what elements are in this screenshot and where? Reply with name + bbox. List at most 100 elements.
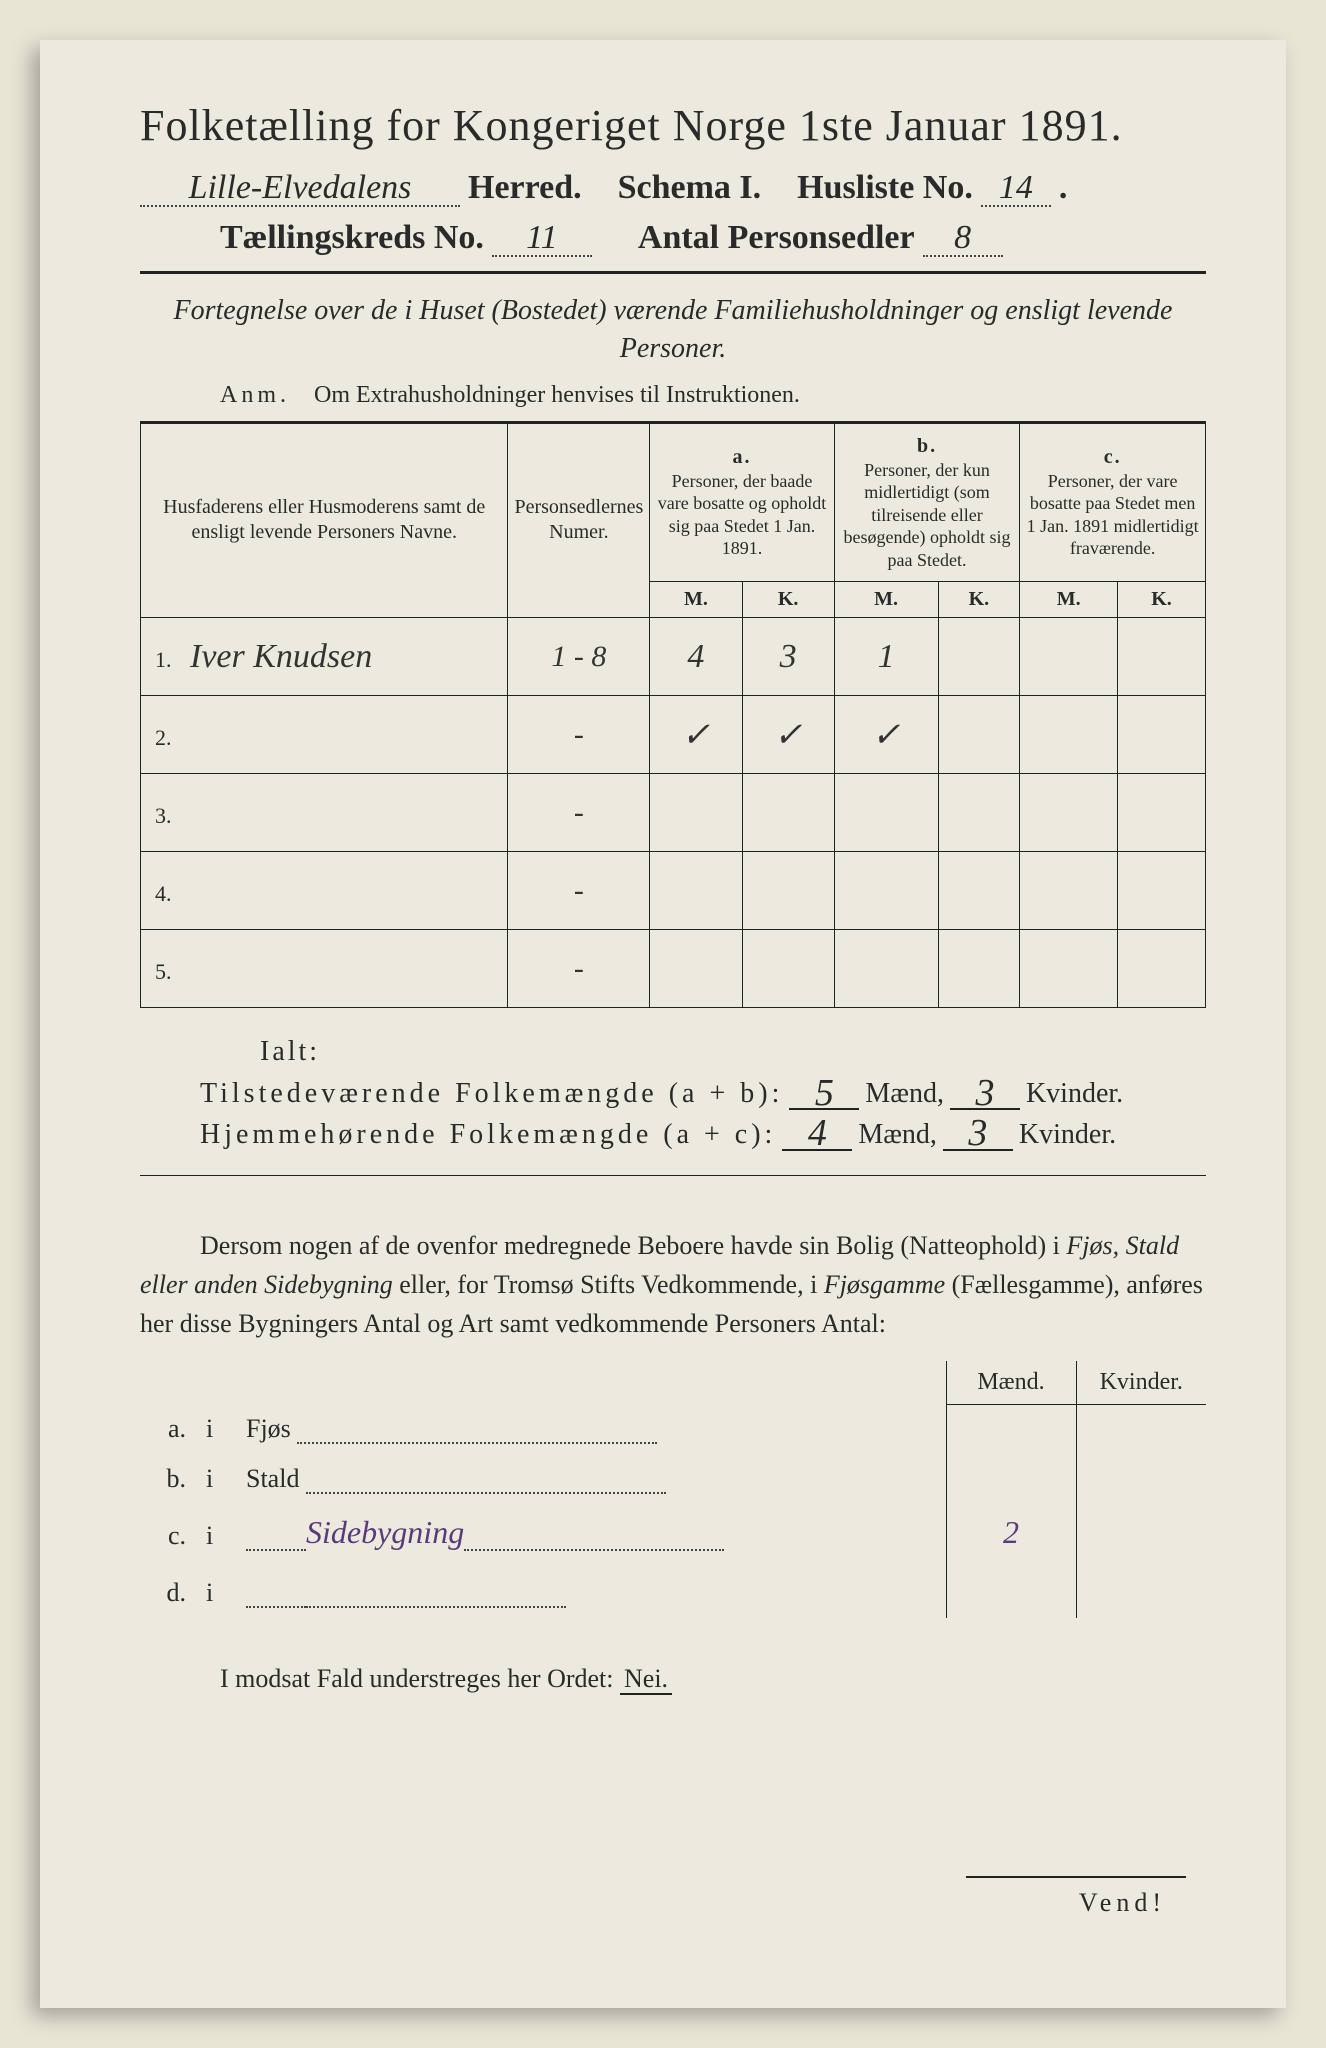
mk-header: K. bbox=[938, 582, 1020, 618]
bottom-k bbox=[1076, 1561, 1206, 1618]
row-name-cell: 3. bbox=[141, 774, 508, 852]
row-cm bbox=[1020, 696, 1118, 774]
anm-note: Anm. Om Extrahusholdninger henvises til … bbox=[220, 382, 1206, 409]
bottom-label: a. bbox=[140, 1404, 200, 1454]
table-row: 3. - bbox=[141, 774, 1206, 852]
vend-label: Vend! bbox=[1079, 1888, 1166, 1918]
row-ak: 3 bbox=[742, 618, 834, 696]
ialt-label: Ialt: bbox=[260, 1036, 1206, 1068]
col-a-header: a. Personer, der baade vare bosatte og o… bbox=[650, 422, 834, 582]
bottom-m bbox=[946, 1454, 1076, 1504]
bottom-label: d. bbox=[140, 1561, 200, 1618]
bottom-m bbox=[946, 1404, 1076, 1454]
bottom-i: i bbox=[200, 1454, 240, 1504]
row-num-cell: - bbox=[508, 930, 650, 1008]
schema-label: Schema I. bbox=[618, 169, 762, 207]
herred-value: Lille-Elvedalens bbox=[140, 171, 460, 207]
row-num-cell: - bbox=[508, 696, 650, 774]
row-ck bbox=[1118, 852, 1206, 930]
bottom-table: Mænd. Kvinder. a.iFjøs b.iStald c.iSideb… bbox=[140, 1361, 1206, 1619]
herred-label: Herred. bbox=[468, 169, 582, 207]
row-bk bbox=[938, 774, 1020, 852]
sum-line-1: Tilstedeværende Folkemængde (a + b): 5 M… bbox=[200, 1078, 1206, 1110]
mk-header: K. bbox=[742, 582, 834, 618]
mk-header: M. bbox=[834, 582, 938, 618]
table-row: 5. - bbox=[141, 930, 1206, 1008]
sum-line-2: Hjemmehørende Folkemængde (a + c): 4 Mæn… bbox=[200, 1118, 1206, 1150]
bottom-row: b.iStald bbox=[140, 1454, 1206, 1504]
header-line-2: Tællingskreds No. 11 Antal Personsedler … bbox=[220, 219, 1206, 257]
kreds-value: 11 bbox=[492, 221, 592, 257]
mk-header: K. bbox=[1118, 582, 1206, 618]
row-am bbox=[650, 774, 742, 852]
row-am: 4 bbox=[650, 618, 742, 696]
sum2-k: 3 bbox=[943, 1118, 1013, 1150]
sum1-k: 3 bbox=[950, 1078, 1020, 1110]
col-num-header: Personsedlernes Numer. bbox=[508, 422, 650, 618]
row-bk bbox=[938, 696, 1020, 774]
row-bm: ✓ bbox=[834, 696, 938, 774]
kvinder-header: Kvinder. bbox=[1076, 1361, 1206, 1405]
bottom-type: Stald bbox=[240, 1454, 946, 1504]
row-am: ✓ bbox=[650, 696, 742, 774]
table-row: 4. - bbox=[141, 852, 1206, 930]
bottom-row: c.iSidebygning2 bbox=[140, 1504, 1206, 1561]
table-row: 1. Iver Knudsen1 - 8431 bbox=[141, 618, 1206, 696]
col-c-header: c. Personer, der vare bosatte paa Stedet… bbox=[1020, 422, 1206, 582]
vend-divider bbox=[966, 1876, 1186, 1878]
sum1-m: 5 bbox=[789, 1078, 859, 1110]
row-num-cell: - bbox=[508, 852, 650, 930]
row-name-cell: 5. bbox=[141, 930, 508, 1008]
row-cm bbox=[1020, 618, 1118, 696]
bottom-k bbox=[1076, 1454, 1206, 1504]
sum1-label: Tilstedeværende Folkemængde (a + b): bbox=[200, 1078, 783, 1110]
census-form-page: Folketælling for Kongeriget Norge 1ste J… bbox=[40, 40, 1286, 2008]
bottom-m: 2 bbox=[946, 1504, 1076, 1561]
page-title: Folketælling for Kongeriget Norge 1ste J… bbox=[140, 100, 1206, 151]
table-row: 2. -✓✓✓ bbox=[141, 696, 1206, 774]
anm-text: Om Extrahusholdninger henvises til Instr… bbox=[314, 382, 800, 408]
row-ak: ✓ bbox=[742, 696, 834, 774]
col-b-header: b. Personer, der kun midlertidigt (som t… bbox=[834, 422, 1020, 582]
row-cm bbox=[1020, 852, 1118, 930]
row-ck bbox=[1118, 774, 1206, 852]
bottom-type bbox=[240, 1561, 946, 1618]
mk-header: M. bbox=[650, 582, 742, 618]
bottom-i: i bbox=[200, 1504, 240, 1561]
row-ak bbox=[742, 774, 834, 852]
row-bm: 1 bbox=[834, 618, 938, 696]
bottom-i: i bbox=[200, 1404, 240, 1454]
bottom-k bbox=[1076, 1404, 1206, 1454]
row-bk bbox=[938, 618, 1020, 696]
row-bm bbox=[834, 852, 938, 930]
header-line-1: Lille-Elvedalens Herred. Schema I. Husli… bbox=[140, 169, 1206, 207]
row-ck bbox=[1118, 930, 1206, 1008]
row-name-cell: 4. bbox=[141, 852, 508, 930]
sum2-label: Hjemmehørende Folkemængde (a + c): bbox=[200, 1119, 776, 1151]
bottom-m bbox=[946, 1561, 1076, 1618]
bottom-i: i bbox=[200, 1561, 240, 1618]
bottom-row: a.iFjøs bbox=[140, 1404, 1206, 1454]
nei-word: Nei. bbox=[620, 1664, 672, 1695]
bottom-type: Fjøs bbox=[240, 1404, 946, 1454]
anm-label: Anm. bbox=[220, 382, 290, 408]
husliste-label: Husliste No. bbox=[797, 169, 973, 207]
bottom-k bbox=[1076, 1504, 1206, 1561]
nei-line: I modsat Fald understreges her Ordet: Ne… bbox=[220, 1664, 1206, 1694]
bottom-row: d.i bbox=[140, 1561, 1206, 1618]
row-ck bbox=[1118, 618, 1206, 696]
antal-value: 8 bbox=[923, 221, 1003, 257]
subtitle: Fortegnelse over de i Huset (Bostedet) v… bbox=[140, 292, 1206, 368]
row-cm bbox=[1020, 930, 1118, 1008]
row-ak bbox=[742, 930, 834, 1008]
row-am bbox=[650, 930, 742, 1008]
divider bbox=[140, 271, 1206, 274]
bottom-type: Sidebygning bbox=[240, 1504, 946, 1561]
row-ak bbox=[742, 852, 834, 930]
row-name-cell: 1. Iver Knudsen bbox=[141, 618, 508, 696]
kreds-label: Tællingskreds No. bbox=[220, 219, 484, 257]
row-bk bbox=[938, 852, 1020, 930]
main-table: Husfaderens eller Husmoderens samt de en… bbox=[140, 421, 1206, 1009]
row-name-cell: 2. bbox=[141, 696, 508, 774]
row-am bbox=[650, 852, 742, 930]
